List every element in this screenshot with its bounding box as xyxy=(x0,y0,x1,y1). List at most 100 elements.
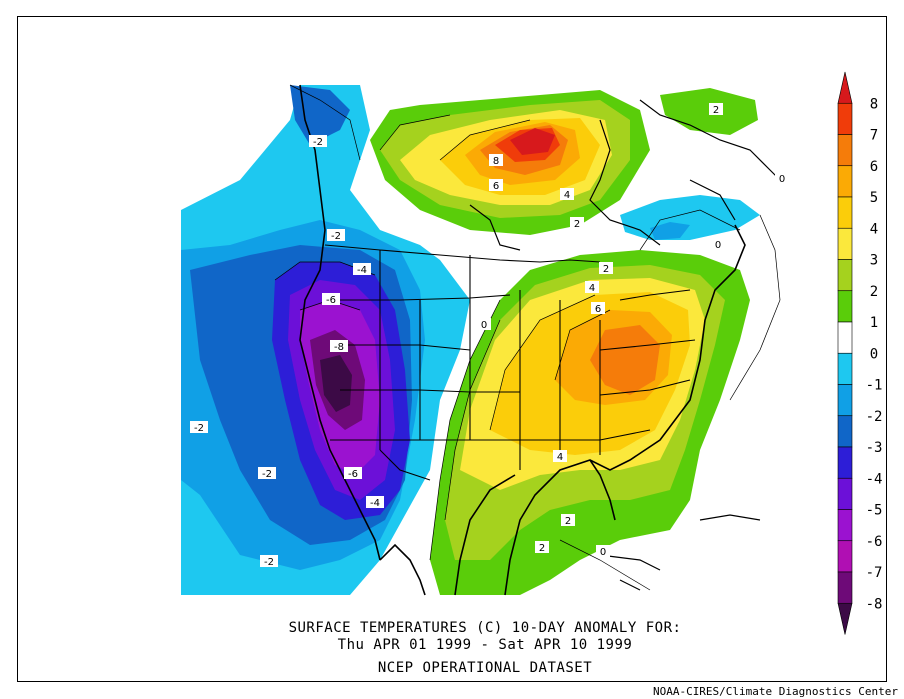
svg-text:-4: -4 xyxy=(357,265,367,276)
colorbar-tick-label: -3 xyxy=(866,440,883,456)
colorbar-segment xyxy=(837,290,853,323)
colorbar-tick-label: 2 xyxy=(870,284,878,300)
svg-text:2: 2 xyxy=(603,264,609,275)
colorbar-segment xyxy=(837,540,853,573)
contour-label: 6 xyxy=(489,179,503,192)
svg-text:2: 2 xyxy=(574,219,580,230)
svg-text:-2: -2 xyxy=(331,231,341,242)
anomaly-region-plus6 xyxy=(590,325,660,395)
canada-coast xyxy=(469,99,781,251)
svg-text:4: 4 xyxy=(557,452,563,463)
contour-label: 0 xyxy=(711,238,725,251)
colorbar-tick-label: 7 xyxy=(870,128,878,144)
svg-text:-2: -2 xyxy=(262,469,272,480)
colorbar-segment xyxy=(837,102,853,135)
colorbar-segment xyxy=(837,165,853,198)
colorbar-segment xyxy=(837,134,853,167)
colorbar-segment xyxy=(837,321,853,354)
colorbar-segment xyxy=(837,384,853,417)
contour-label: 2 xyxy=(570,217,584,230)
islands xyxy=(599,514,761,591)
svg-text:6: 6 xyxy=(493,181,499,192)
contour-label: 4 xyxy=(585,281,599,294)
contour-label: 2 xyxy=(561,514,575,527)
contour-label: -4 xyxy=(353,263,371,276)
plot-frame xyxy=(17,16,887,682)
svg-text:-6: -6 xyxy=(348,469,358,480)
contour-label: 2 xyxy=(535,541,549,554)
contour-label: 0 xyxy=(477,318,491,331)
svg-text:2: 2 xyxy=(539,543,545,554)
colorbar-segment xyxy=(837,415,853,448)
colorbar-tick-label: 5 xyxy=(870,190,878,206)
svg-text:0: 0 xyxy=(600,547,606,558)
colorbar-tick-label: 3 xyxy=(870,253,878,269)
colorbar-tick-label: -4 xyxy=(866,471,883,487)
svg-text:8: 8 xyxy=(493,156,499,167)
contour-label: 0 xyxy=(775,172,789,185)
colorbar-tick-label: 6 xyxy=(870,159,878,175)
contour-label: -2 xyxy=(190,421,208,434)
svg-text:-2: -2 xyxy=(194,423,204,434)
contour-label: -6 xyxy=(322,293,340,306)
colorbar-segment xyxy=(837,352,853,385)
contour-label: -8 xyxy=(330,340,348,353)
colorbar-segment xyxy=(837,196,853,229)
colorbar-segment xyxy=(837,509,853,542)
colorbar: 8 7 6 5 4 3 2 1 0 -1 -2 -3 -4 -5 -6 -7 -8 xyxy=(837,71,883,635)
contour-label: 8 xyxy=(489,154,503,167)
svg-text:0: 0 xyxy=(715,240,721,251)
colorbar-top-arrow xyxy=(837,71,853,104)
colorbar-tick-label: 4 xyxy=(870,221,878,237)
political-borders xyxy=(324,244,696,481)
svg-text:2: 2 xyxy=(713,105,719,116)
colorbar-tick-label: -1 xyxy=(866,378,883,394)
colorbar-tick-label: -8 xyxy=(866,596,883,612)
svg-text:2: 2 xyxy=(565,516,571,527)
colorbar-tick-label: -7 xyxy=(866,565,883,581)
anomaly-region-atlantic-minus2 xyxy=(650,222,690,240)
coastlines xyxy=(299,84,746,596)
anomaly-region-minus3-north xyxy=(290,85,350,145)
contour-labels: -2 -2 -4 -6 -8 -2 -2 -6 -4 -2 8 6 4 2 2 … xyxy=(190,103,789,568)
svg-text:0: 0 xyxy=(779,174,785,185)
svg-text:-8: -8 xyxy=(334,342,344,353)
contour-label: 2 xyxy=(709,103,723,116)
anomaly-region-minus8 xyxy=(320,355,352,412)
svg-text:4: 4 xyxy=(564,190,570,201)
anomaly-region-north-plus8 xyxy=(510,128,555,155)
colorbar-segment xyxy=(837,477,853,510)
svg-text:-2: -2 xyxy=(264,557,274,568)
title-line-2: Thu APR 01 1999 - Sat APR 10 1999 xyxy=(337,637,633,653)
svg-text:0: 0 xyxy=(481,320,487,331)
colorbar-segment xyxy=(837,259,853,292)
svg-text:6: 6 xyxy=(595,304,601,315)
contour-label: -2 xyxy=(260,555,278,568)
contour-label: -4 xyxy=(366,496,384,509)
contour-label: 4 xyxy=(560,188,574,201)
contour-label: 2 xyxy=(599,262,613,275)
colorbar-tick-label: -6 xyxy=(866,534,883,550)
svg-text:-6: -6 xyxy=(326,295,336,306)
colorbar-segment xyxy=(837,227,853,260)
title-line-1: SURFACE TEMPERATURES (C) 10-DAY ANOMALY … xyxy=(288,620,682,636)
contour-label: 6 xyxy=(591,302,605,315)
colorbar-tick-label: 0 xyxy=(870,346,878,362)
colorbar-segment xyxy=(837,571,853,604)
svg-text:-4: -4 xyxy=(370,498,380,509)
colorbar-tick-label: -5 xyxy=(866,503,883,519)
contour-label: -2 xyxy=(309,135,327,148)
credit-text: NOAA-CIRES/Climate Diagnostics Center xyxy=(652,685,898,698)
contour-label: 4 xyxy=(553,450,567,463)
colorbar-segment xyxy=(837,446,853,479)
title-line-3: NCEP OPERATIONAL DATASET xyxy=(377,660,593,676)
svg-text:-2: -2 xyxy=(313,137,323,148)
svg-text:4: 4 xyxy=(589,283,595,294)
contour-label: 0 xyxy=(596,545,610,558)
contour-label: -2 xyxy=(258,467,276,480)
contour-label: -6 xyxy=(344,467,362,480)
contour-label: -2 xyxy=(327,229,345,242)
colorbar-bottom-arrow xyxy=(837,602,853,635)
colorbar-tick-label: 1 xyxy=(870,315,878,331)
